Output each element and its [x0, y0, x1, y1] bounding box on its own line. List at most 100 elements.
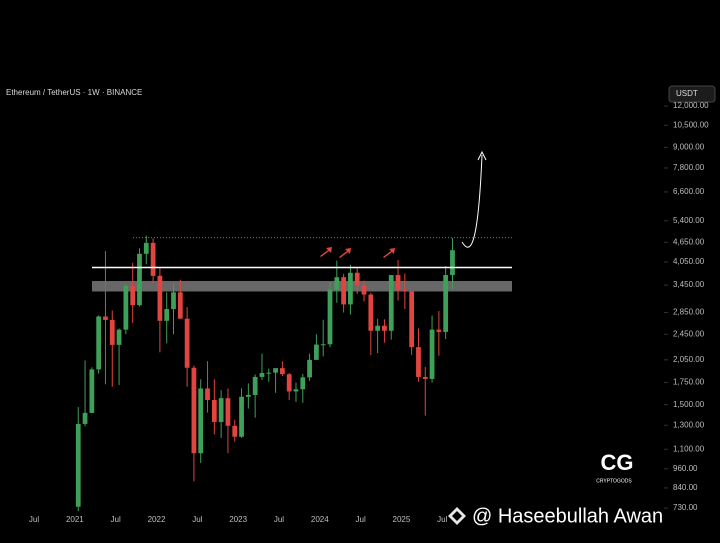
y-tick-label: 5,400.00	[673, 216, 705, 225]
candle-body	[259, 373, 265, 377]
y-tick-label: 4,050.00	[673, 257, 705, 266]
watermark: @ Haseebullah Awan	[472, 505, 663, 527]
candle-body	[150, 242, 156, 276]
candle-body	[103, 316, 108, 320]
candle-body	[361, 285, 367, 295]
candle-body	[314, 344, 319, 360]
candle-body	[341, 277, 346, 305]
y-tick-label: 960.00	[673, 464, 698, 473]
candle-body	[307, 359, 312, 378]
candle-body	[245, 394, 251, 397]
y-tick-label: 1,300.00	[673, 420, 705, 429]
candle-body	[327, 289, 333, 345]
candle-body	[354, 272, 360, 286]
candle-body	[82, 412, 88, 424]
y-tick-label: 10,500.00	[673, 120, 709, 129]
candle-body	[75, 423, 81, 507]
y-tick-label: 9,000.00	[673, 143, 705, 152]
x-tick-label: Jul	[274, 515, 284, 524]
x-tick-label: Jul	[111, 515, 121, 524]
logo-mark: CG	[601, 450, 634, 475]
candle-body	[388, 275, 394, 331]
arrow-head	[477, 150, 487, 161]
logo-text: CRYPTOGODS	[596, 478, 632, 484]
watermark-group: @ Haseebullah Awan	[448, 505, 663, 527]
candle-body	[286, 374, 292, 392]
candle-body	[198, 388, 204, 454]
candle-body	[157, 275, 163, 321]
x-tick-label: 2021	[66, 515, 84, 524]
x-tick-label: Jul	[437, 515, 447, 524]
candle-body	[143, 242, 149, 254]
candle-body	[300, 377, 306, 390]
candle-body	[375, 325, 381, 331]
y-tick-label: 3,450.00	[673, 280, 705, 289]
y-tick-label: 2,450.00	[673, 329, 705, 338]
candle-body	[293, 389, 299, 392]
candle-body	[218, 398, 224, 422]
y-tick-label: 4,650.00	[673, 237, 705, 246]
y-tick-label: 1,500.00	[673, 400, 705, 409]
candle-body	[443, 275, 449, 332]
candle-body	[252, 376, 258, 395]
watermark-icon	[448, 507, 466, 525]
candle-body	[177, 292, 183, 319]
candle-body	[184, 318, 190, 368]
currency-label: USDT	[676, 89, 698, 98]
x-tick-label: Jul	[29, 515, 39, 524]
candle-body	[205, 388, 210, 400]
y-tick-label: 6,600.00	[673, 187, 705, 196]
y-tick-label: 1,750.00	[673, 378, 705, 387]
x-tick-label: Jul	[192, 515, 202, 524]
candle-body	[368, 294, 374, 331]
y-tick-label: 1,100.00	[673, 444, 705, 453]
candle-body	[164, 309, 170, 321]
candle-body	[211, 399, 217, 422]
candle-body	[191, 367, 197, 454]
y-tick-label: 7,800.00	[673, 163, 705, 172]
candle-body	[348, 272, 353, 305]
candle-body	[450, 250, 455, 276]
candle-body	[89, 369, 95, 413]
marker	[383, 248, 395, 258]
candle-body	[422, 376, 428, 379]
currency-box	[668, 85, 716, 103]
candle-body	[123, 285, 129, 330]
x-tick-label: 2025	[393, 515, 411, 524]
x-tick-label: 2023	[229, 515, 247, 524]
candle-body	[171, 292, 176, 310]
candle-body	[130, 285, 136, 306]
candle-body	[320, 344, 326, 346]
candle-body	[266, 372, 272, 374]
marker	[339, 248, 351, 258]
logo: CG CRYPTOGODS	[596, 450, 633, 485]
candle-body	[225, 398, 231, 426]
candle-body	[232, 425, 238, 437]
y-tick-label: 730.00	[673, 503, 698, 512]
zone	[92, 280, 512, 292]
candle-body	[436, 329, 442, 332]
candle-body	[429, 329, 435, 379]
y-tick-label: 12,000.00	[673, 101, 709, 110]
candle-body	[382, 325, 387, 331]
plot	[75, 235, 512, 512]
chart-title: Ethereum / TetherUS · 1W · BINANCE	[6, 88, 142, 97]
candle-body	[402, 290, 408, 292]
x-tick-label: 2022	[148, 515, 166, 524]
x-tick-label: Jul	[356, 515, 366, 524]
candle-body	[109, 319, 115, 345]
candle-body	[116, 329, 122, 345]
candle-body	[416, 347, 421, 377]
y-tick-label: 840.00	[673, 483, 698, 492]
candle-body	[239, 396, 244, 437]
candle-body	[334, 277, 340, 290]
candle-body	[279, 368, 285, 375]
projection-arrow	[461, 154, 483, 248]
candle-body	[137, 253, 142, 306]
candle-body	[395, 275, 401, 291]
marker	[320, 247, 332, 257]
y-tick-label: 2,050.00	[673, 355, 705, 364]
x-tick-label: 2024	[311, 515, 329, 524]
